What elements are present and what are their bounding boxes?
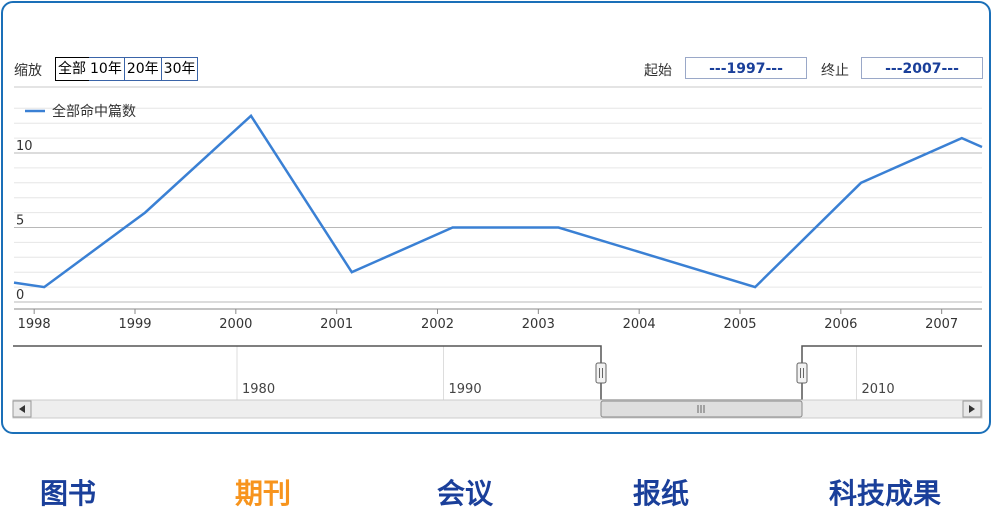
x-tick-label: 1999 — [118, 317, 151, 332]
chevron-left-icon — [19, 405, 25, 413]
scroll-right-button[interactable] — [962, 400, 982, 418]
navigator-right-handle[interactable] — [796, 362, 808, 384]
navigator-tick-label: 1990 — [449, 382, 482, 397]
line-chart: 0 5 10 1998 1999 2000 2001 2002 2003 2004 2005 200… — [12, 86, 983, 419]
tab-conferences[interactable]: 会议 — [437, 477, 494, 510]
zoom-30y-button[interactable]: 30年 — [161, 58, 198, 80]
navigator-tick-label: 1980 — [242, 382, 275, 397]
tab-journals[interactable]: 期刊 — [235, 477, 292, 510]
zoom-button-group: 全部 10年 20年 30年 — [55, 57, 199, 81]
tab-tech-achievements[interactable]: 科技成果 — [829, 477, 942, 510]
start-label: 起始 — [644, 63, 672, 79]
chevron-right-icon — [969, 405, 975, 413]
start-range-input[interactable]: ---1997--- — [685, 57, 807, 79]
x-tick-label: 1998 — [18, 317, 51, 332]
scrollbar-thumb[interactable] — [600, 400, 803, 418]
navigator: 1980199020002010 — [13, 345, 982, 401]
y-tick-label: 0 — [16, 288, 24, 303]
end-label: 终止 — [821, 63, 849, 79]
y-tick-label: 10 — [16, 139, 33, 154]
legend-label: 全部命中篇数 — [52, 103, 136, 120]
category-tabs: 图书 期刊 会议 报纸 科技成果 — [0, 472, 995, 510]
x-tick-label: 2007 — [925, 317, 958, 332]
scroll-left-button[interactable] — [12, 400, 32, 418]
end-range-input[interactable]: ---2007--- — [861, 57, 983, 79]
x-tick-label: 2001 — [320, 317, 353, 332]
navigator-left-handle[interactable] — [595, 362, 607, 384]
scrollbar[interactable] — [12, 399, 983, 419]
zoom-label: 缩放 — [14, 63, 42, 79]
series-line — [13, 113, 983, 289]
tab-books[interactable]: 图书 — [40, 477, 97, 510]
x-tick-label: 2006 — [824, 317, 857, 332]
zoom-all-button[interactable]: 全部 — [55, 57, 89, 81]
zoom-20y-button[interactable]: 20年 — [124, 58, 162, 80]
x-tick-label: 2005 — [723, 317, 756, 332]
x-tick-label: 2000 — [219, 317, 252, 332]
navigator-selection[interactable] — [601, 346, 802, 400]
y-tick-label: 5 — [16, 214, 24, 229]
x-tick-label: 2002 — [421, 317, 454, 332]
navigator-tick-label: 2010 — [862, 382, 895, 397]
tab-newspapers[interactable]: 报纸 — [633, 477, 690, 510]
zoom-10y-button[interactable]: 10年 — [88, 58, 125, 80]
x-tick-label: 2004 — [623, 317, 656, 332]
x-tick-label: 2003 — [522, 317, 555, 332]
